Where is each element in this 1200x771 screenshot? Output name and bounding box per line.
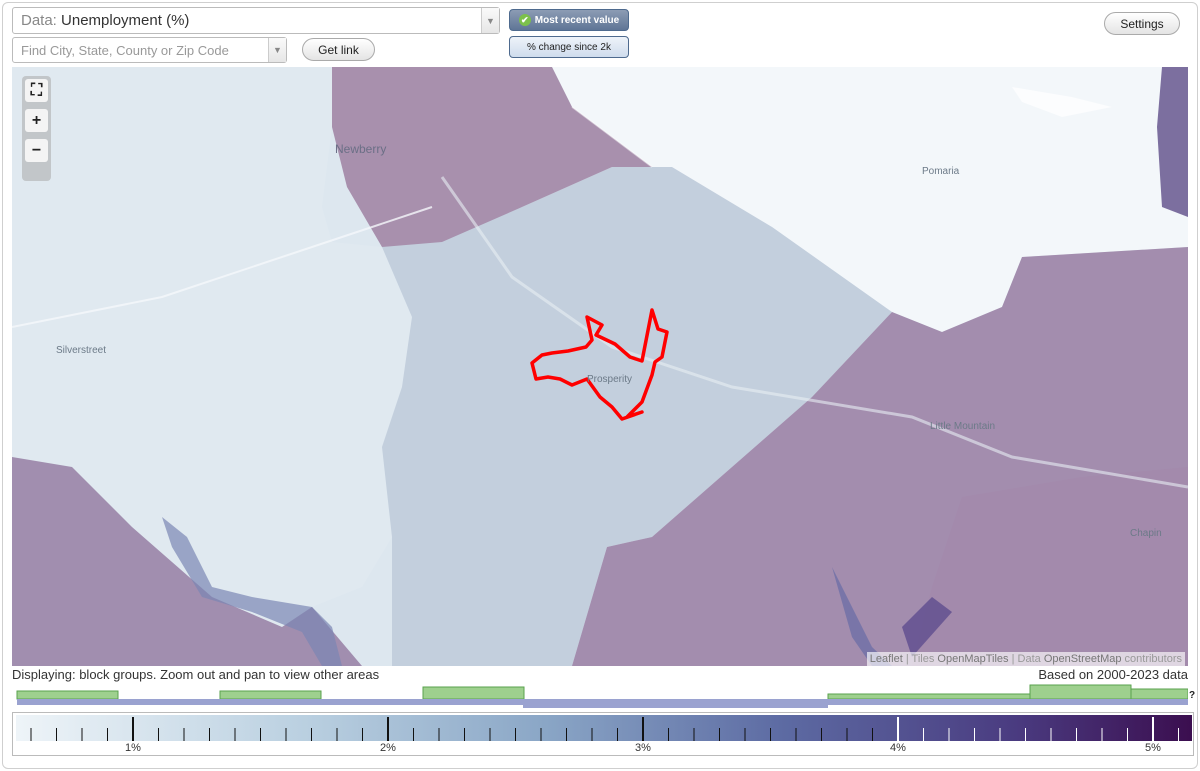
place-label-little-mountain: Little Mountain	[930, 421, 996, 432]
zoom-in-button[interactable]: +	[25, 109, 48, 132]
legend-tick-label: 3%	[635, 742, 651, 753]
fullscreen-icon[interactable]: ⛶	[25, 79, 48, 102]
highlighted-boundary	[530, 308, 669, 421]
legend-tick-label: 4%	[890, 742, 906, 753]
legend-gradient	[16, 715, 1192, 741]
data-select-prefix: Data:	[21, 12, 57, 29]
data-range-note: Based on 2000-2023 data	[1038, 667, 1188, 682]
chevron-down-icon[interactable]: ▼	[268, 38, 286, 62]
get-link-button[interactable]: Get link	[302, 38, 375, 61]
map-canvas[interactable]: Newberry Pomaria Silverstreet Prosperity…	[12, 67, 1188, 666]
map-attribution: Leaflet | Tiles OpenMapTiles | Data Open…	[866, 652, 1185, 666]
search-input[interactable]: Find City, State, County or Zip Code ▼	[12, 37, 287, 63]
legend-tick-label: 1%	[125, 742, 141, 753]
attrib-tail: contributors	[1121, 653, 1182, 665]
zoom-out-button[interactable]: −	[25, 139, 48, 162]
place-label-silverstreet: Silverstreet	[56, 345, 107, 356]
legend-scale: 1% 2% 3% 4% 5%	[16, 715, 1192, 753]
attrib-sep-1: | Tiles	[902, 653, 938, 665]
search-placeholder: Find City, State, County or Zip Code	[21, 43, 229, 58]
displaying-note: Displaying: block groups. Zoom out and p…	[12, 667, 380, 682]
place-label-chapin: Chapin	[1130, 528, 1162, 539]
place-label-newberry: Newberry	[335, 142, 387, 156]
data-select-value: Unemployment (%)	[61, 12, 190, 29]
zoom-control: ⛶ + −	[22, 76, 51, 181]
distribution-bar	[16, 684, 1188, 708]
help-icon[interactable]: ?	[1189, 690, 1196, 701]
attrib-sep-2: | Data	[1008, 653, 1044, 665]
most-recent-value-toggle[interactable]: ✔ Most recent value	[509, 9, 629, 31]
pct-change-toggle[interactable]: % change since 2k	[509, 36, 629, 58]
settings-button[interactable]: Settings	[1104, 12, 1180, 35]
color-legend: 1% 2% 3% 4% 5%	[12, 712, 1194, 756]
chevron-down-icon[interactable]: ▼	[481, 8, 499, 33]
leaflet-link[interactable]: Leaflet	[869, 653, 903, 665]
most-recent-label: Most recent value	[534, 14, 620, 26]
legend-tick-label: 2%	[380, 742, 396, 753]
check-icon: ✔	[518, 14, 531, 26]
map-layer	[12, 67, 1188, 666]
legend-tick-label: 5%	[1145, 742, 1161, 753]
place-label-pomaria: Pomaria	[922, 166, 960, 177]
data-select[interactable]: Data: Unemployment (%) ▼	[12, 7, 500, 34]
place-label-prosperity: Prosperity	[587, 374, 633, 385]
osm-link[interactable]: OpenStreetMap	[1043, 653, 1122, 665]
tiles-link[interactable]: OpenMapTiles	[937, 653, 1009, 665]
